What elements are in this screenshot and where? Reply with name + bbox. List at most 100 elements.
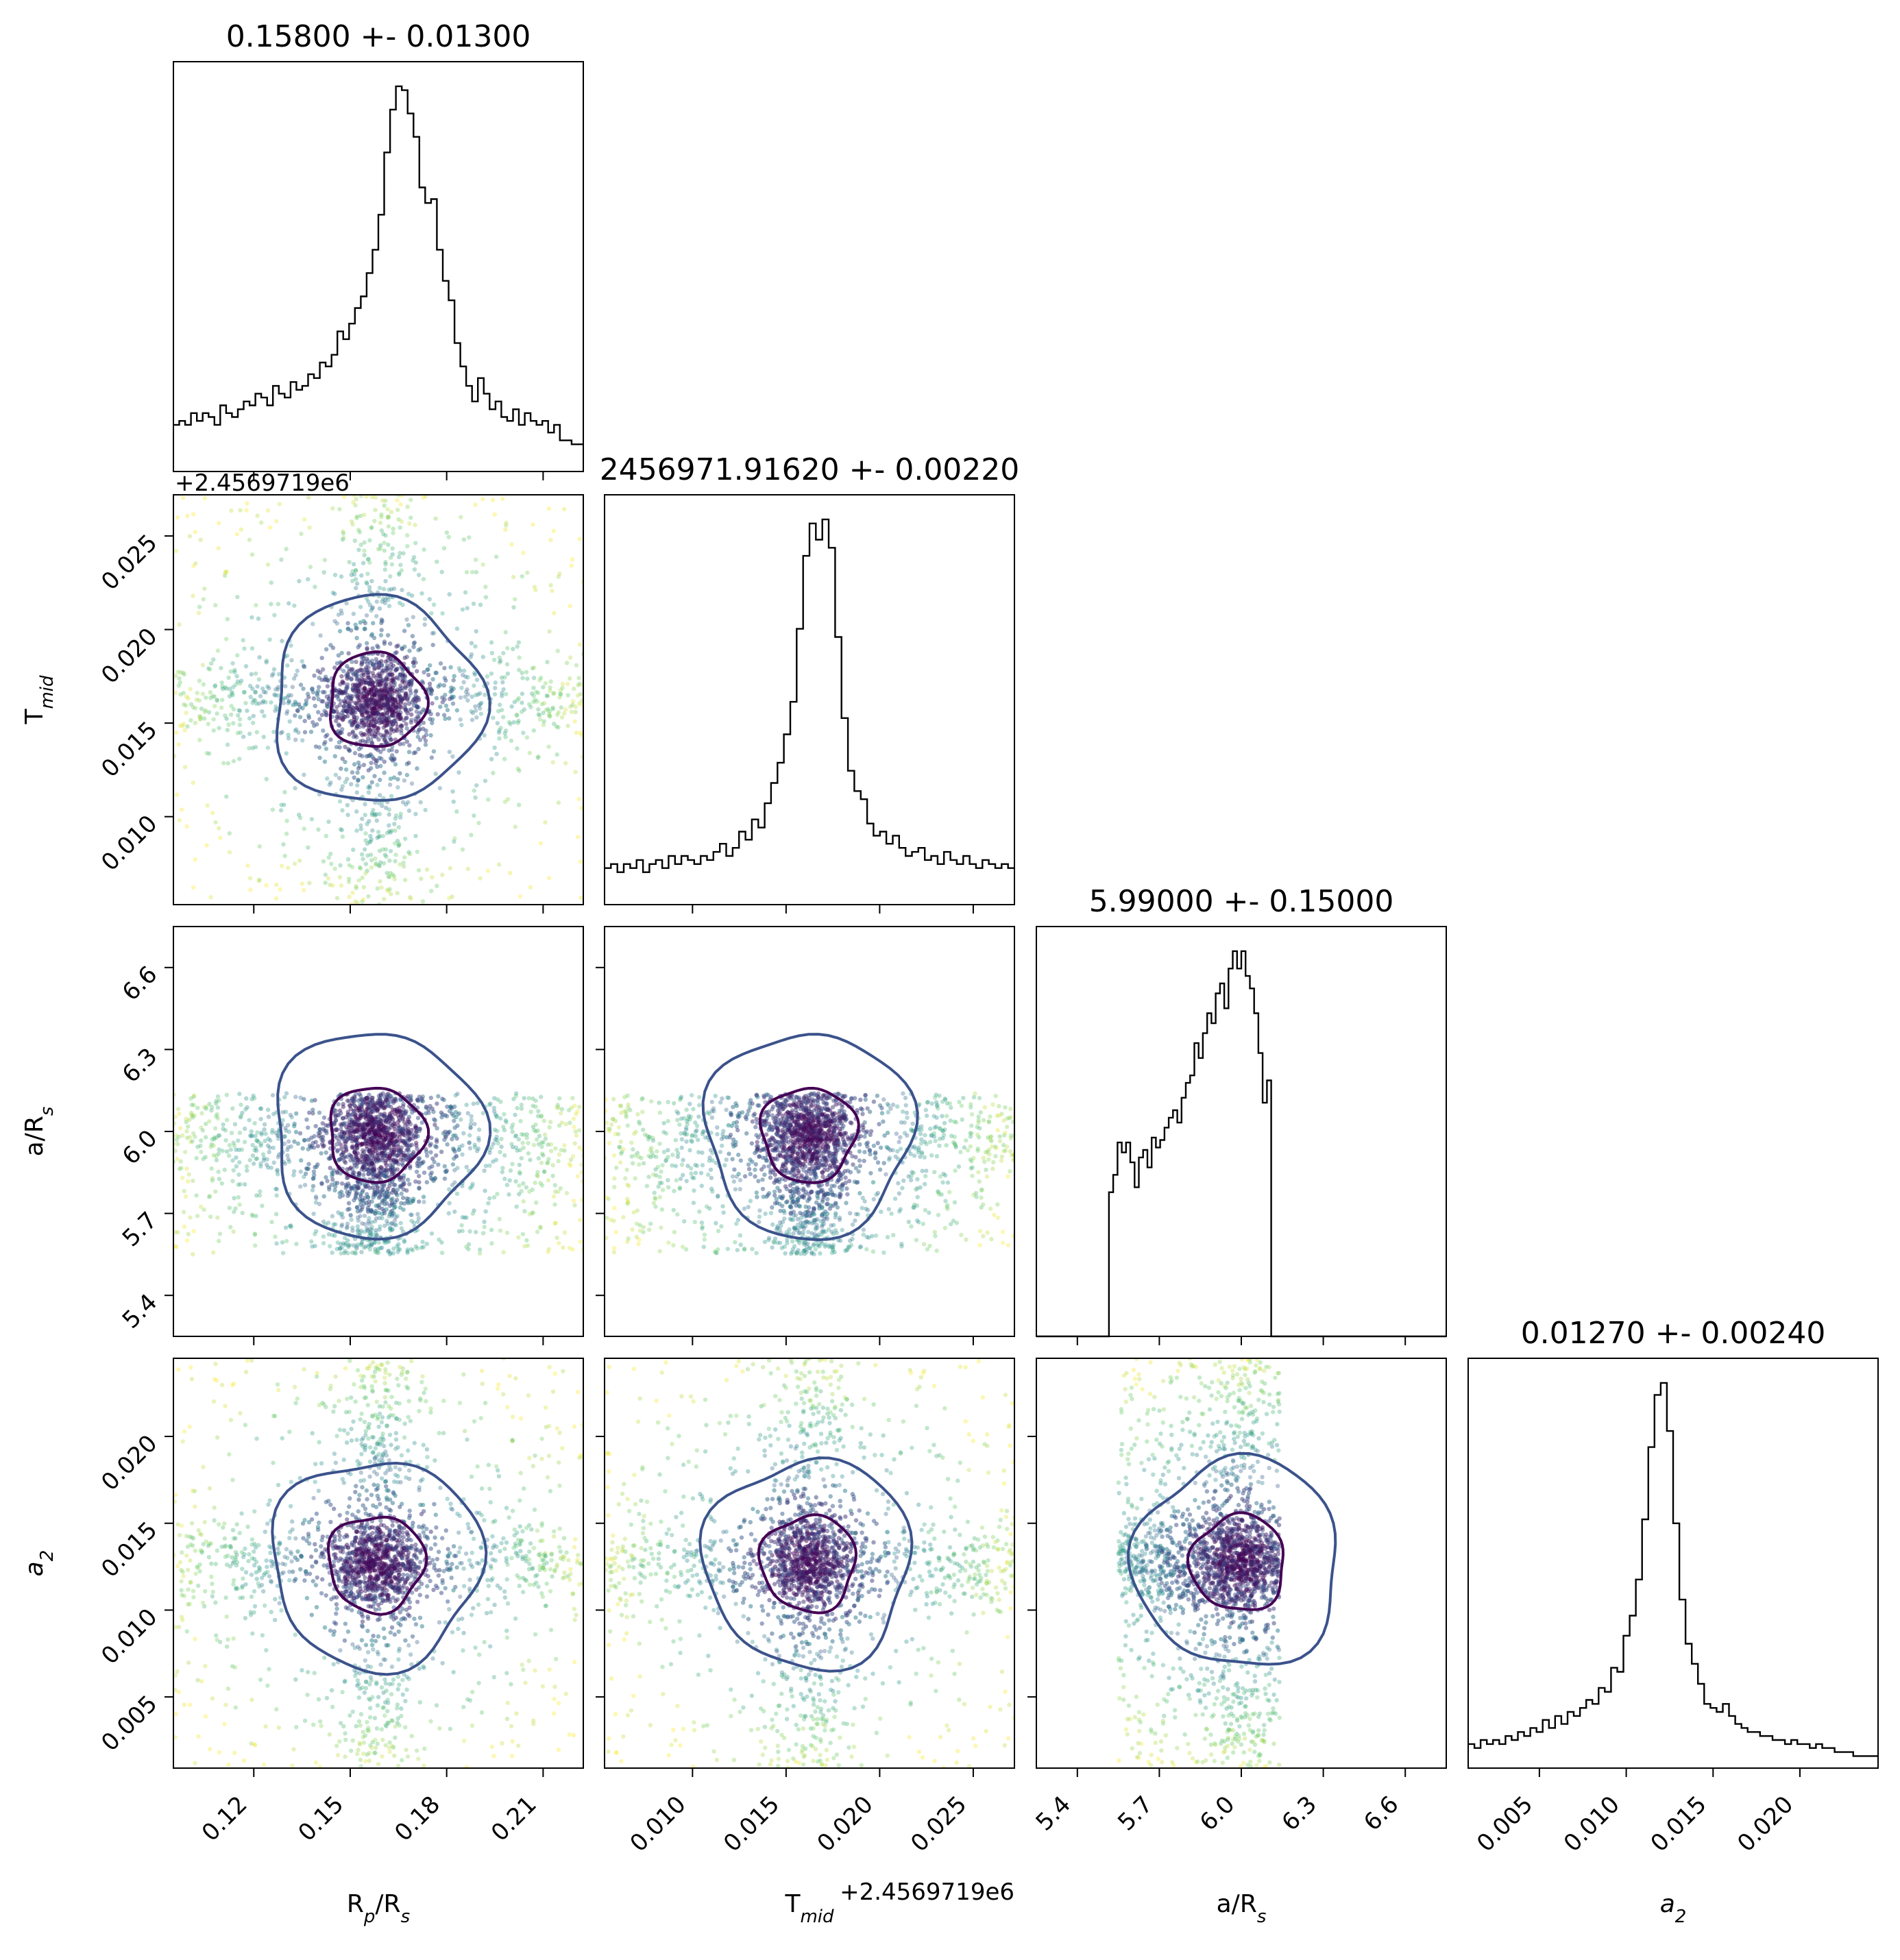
scatter-point	[499, 675, 504, 680]
scatter-point	[464, 1164, 469, 1170]
scatter-point	[376, 737, 381, 742]
scatter-point	[319, 1151, 324, 1156]
scatter-point	[633, 1153, 637, 1158]
scatter-point	[476, 820, 481, 826]
scatter-point	[578, 691, 583, 697]
scatter-point	[217, 1232, 223, 1236]
scatter-point	[335, 1148, 340, 1153]
scatter-point	[362, 548, 367, 553]
scatter-point	[327, 782, 332, 787]
scatter-point	[396, 843, 402, 848]
scatter-point	[339, 650, 344, 656]
scatter-point	[428, 685, 433, 690]
scatter-point	[502, 1176, 507, 1181]
scatter-point	[343, 1236, 348, 1240]
scatter-point	[357, 724, 362, 729]
scatter-point	[184, 711, 188, 715]
scatter-point	[575, 1174, 580, 1179]
scatter-point	[215, 1215, 220, 1220]
scatter-point	[545, 1160, 550, 1165]
scatter-point	[226, 722, 231, 727]
scatter-point	[820, 1174, 825, 1179]
scatter-point	[354, 705, 359, 711]
scatter-point	[219, 705, 224, 710]
scatter-point	[341, 1155, 346, 1160]
scatter-point	[350, 659, 354, 664]
scatter-point	[395, 891, 400, 896]
scatter-point	[338, 863, 343, 868]
scatter-point	[577, 642, 582, 647]
scatter-point	[294, 727, 299, 732]
scatter-point	[286, 1123, 291, 1128]
scatter-point	[409, 1153, 414, 1158]
scatter-point	[496, 862, 502, 867]
scatter-point	[427, 681, 433, 686]
scatter-point	[639, 1155, 644, 1161]
scatter-point	[349, 1153, 354, 1159]
scatter-point	[173, 1244, 178, 1249]
scatter-point	[173, 1245, 179, 1249]
scatter-point	[421, 1245, 426, 1249]
scatter-point	[271, 667, 277, 672]
scatter-point	[369, 608, 374, 613]
scatter-point	[366, 716, 372, 722]
scatter-point	[216, 1133, 221, 1138]
scatter-point	[224, 716, 229, 721]
scatter-point	[191, 1093, 197, 1098]
scatter-point	[276, 1172, 280, 1177]
scatter-point	[401, 1179, 406, 1185]
scatter-point	[405, 1249, 410, 1254]
scatter-point	[525, 570, 530, 575]
scatter-point	[299, 531, 304, 537]
scatter-point	[367, 697, 372, 702]
scatter-point	[559, 1120, 564, 1125]
scatter-point	[251, 1093, 256, 1099]
scatter-point	[570, 702, 575, 707]
scatter-point	[221, 1127, 226, 1131]
scatter-point	[433, 771, 438, 776]
scatter-point	[195, 1105, 200, 1110]
scatter-point	[522, 1096, 526, 1101]
scatter-point	[353, 577, 358, 582]
scatter-point	[260, 1203, 265, 1208]
scatter-point	[383, 578, 388, 584]
scatter-point	[361, 763, 367, 768]
scatter-point	[517, 655, 522, 660]
scatter-point	[306, 1125, 310, 1130]
scatter-point	[269, 673, 275, 678]
scatter-point	[276, 685, 280, 689]
scatter-point	[177, 1112, 182, 1116]
scatter-point	[406, 1197, 411, 1201]
scatter-point	[241, 734, 246, 739]
scatter-point	[313, 1232, 317, 1236]
scatter-point	[954, 1120, 959, 1125]
scatter-point	[385, 506, 390, 512]
x-tick-label: 0.015	[1646, 1791, 1712, 1857]
scatter-point	[271, 1145, 276, 1151]
scatter-point	[324, 704, 330, 709]
scatter-point	[247, 537, 252, 542]
scatter-point	[276, 1155, 281, 1160]
scatter-point	[411, 615, 415, 620]
scatter-point	[358, 1160, 363, 1165]
scatter-point	[400, 1131, 404, 1136]
scatter-point	[395, 694, 400, 698]
scatter-point	[270, 807, 276, 812]
scatter-point	[724, 1157, 729, 1162]
scatter-point	[287, 1139, 291, 1144]
scatter-point	[399, 1175, 404, 1180]
scatter-point	[350, 865, 355, 870]
scatter-point	[449, 688, 454, 693]
scatter-point	[332, 665, 337, 670]
scatter-point	[329, 1182, 334, 1187]
scatter-point	[374, 861, 378, 866]
scatter-point	[191, 705, 195, 710]
scatter-point	[361, 1127, 365, 1131]
scatter-point	[357, 530, 362, 535]
scatter-point	[451, 678, 456, 683]
scatter-point	[267, 637, 272, 642]
scatter-point	[402, 1238, 406, 1243]
scatter-point	[245, 1105, 249, 1110]
scatter-point	[494, 1157, 498, 1162]
scatter-point	[275, 1168, 280, 1173]
